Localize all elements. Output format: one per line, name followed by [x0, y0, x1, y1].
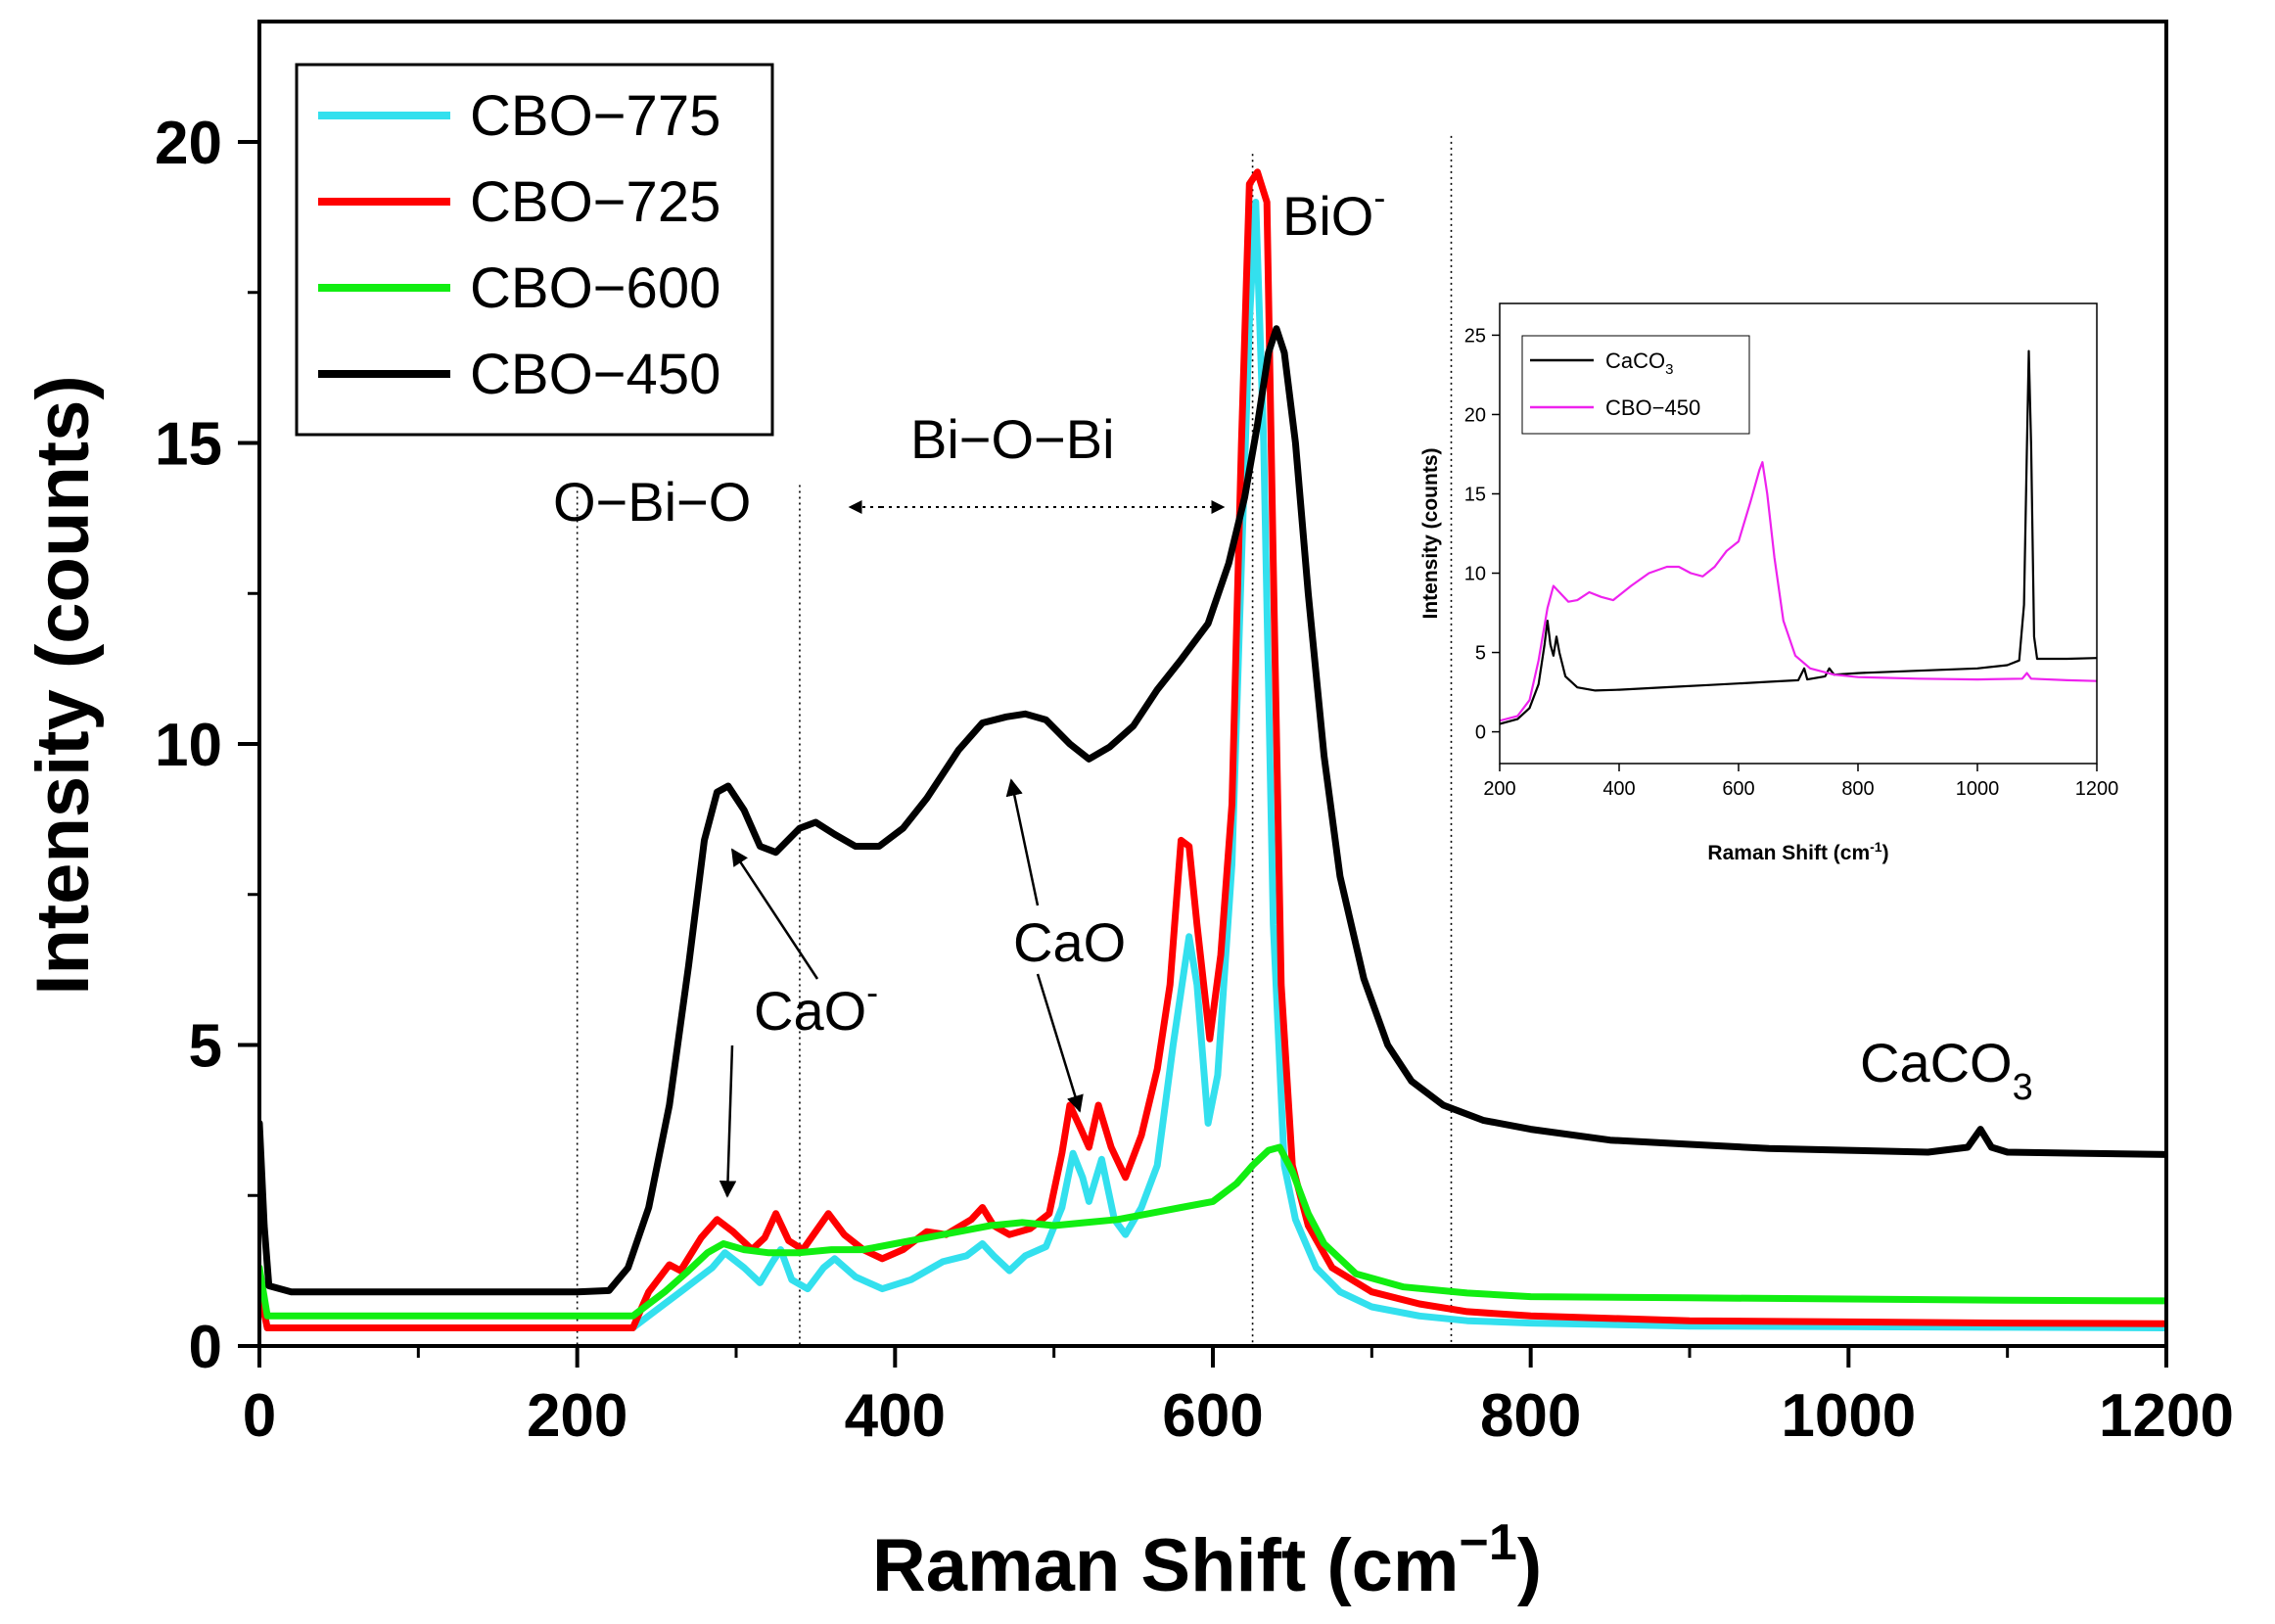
inset-x-tick-label: 800: [1841, 778, 1874, 800]
x-tick-label: 200: [527, 1382, 627, 1450]
arrow-cao-minus-up: [730, 848, 819, 980]
x-tick-label: 1200: [2099, 1382, 2234, 1450]
inset-y-tick-label: 25: [1464, 325, 1486, 347]
inset-y-tick-label: 10: [1464, 564, 1486, 585]
series-line-cbo-600: [259, 1143, 2166, 1320]
inset-ticks: 200 400 600 800 1000 1200 0 5 10 15 20 25: [1464, 325, 2119, 800]
inset-y-axis-title: Intensity (counts): [1419, 447, 1442, 619]
inset-x-tick-label: 1000: [1956, 778, 2000, 800]
y-tick-label: 5: [189, 1013, 222, 1081]
arrow-cao-minus-down: [719, 1044, 737, 1198]
x-tick-label: 1000: [1781, 1382, 1916, 1450]
annotation-caco3: CaCO3: [1860, 1032, 2033, 1108]
annotation-bi-o-bi: Bi−O−Bi: [910, 408, 1115, 470]
legend-label-cbo-775: CBO−775: [470, 84, 720, 148]
y-tick-label: 15: [155, 411, 222, 479]
inset-plot-frame: [1499, 302, 2098, 765]
main-x-axis-title: Raman Shift (cm−1): [872, 1514, 1542, 1607]
inset-series-group: [1500, 349, 2097, 725]
series-line-cbo-450: [259, 325, 2166, 1296]
inset-x-tick-label: 600: [1722, 778, 1754, 800]
inset-x-tick-label: 400: [1602, 778, 1635, 800]
inset-series-line-cbo-450: [1500, 461, 2097, 722]
inset-x-axis-title: Raman Shift (cm-1): [1707, 839, 1888, 864]
legend-label-cbo-725: CBO−725: [470, 170, 720, 234]
inset-y-tick-label: 20: [1464, 404, 1486, 426]
legend-label-cbo-450: CBO−450: [470, 343, 720, 406]
inset-chart: 200 400 600 800 1000 1200 0 5 10 15 20 25 Raman Shi…: [1419, 302, 2119, 864]
main-y-axis-title: Intensity (counts): [22, 375, 105, 995]
x-tick-label: 800: [1480, 1382, 1581, 1450]
series-line-cbo-775: [259, 199, 2166, 1331]
main-legend-items: CBO−775 CBO−725 CBO−600 CBO−450: [318, 84, 720, 406]
main-annotations: O−Bi−O Bi−O−Bi BiO- CaO- CaO CaCO3: [553, 177, 2033, 1198]
inset-legend-box: [1521, 335, 1750, 435]
x-tick-label: 600: [1162, 1382, 1263, 1450]
inset-x-tick-label: 1200: [2075, 778, 2119, 800]
inset-y-tick-label: 0: [1475, 722, 1486, 744]
annotation-cao: CaO: [1013, 911, 1126, 973]
annotation-o-bi-o: O−Bi−O: [553, 471, 751, 533]
x-tick-label: 400: [845, 1382, 946, 1450]
inset-x-tick-label: 200: [1483, 778, 1515, 800]
annotation-bio: BiO-: [1282, 177, 1385, 247]
y-tick-label: 0: [189, 1314, 222, 1381]
y-tick-label: 10: [155, 712, 222, 779]
main-series-group: [259, 168, 2166, 1331]
inset-series-line-caco: [1500, 349, 2097, 725]
x-tick-label: 0: [243, 1382, 276, 1450]
arrow-cao-up: [1005, 778, 1040, 906]
reference-lines: [576, 135, 1453, 1346]
inset-legend-label-cbo-450: CBO−450: [1605, 395, 1700, 420]
arrow-cao-down: [1036, 973, 1084, 1113]
main-legend: CBO−775 CBO−725 CBO−600 CBO−450: [295, 63, 774, 437]
series-line-cbo-725: [259, 168, 2166, 1331]
annotation-cao-minus: CaO-: [754, 972, 878, 1042]
inset-y-tick-label: 15: [1464, 484, 1486, 505]
legend-label-cbo-600: CBO−600: [470, 256, 720, 320]
y-tick-label: 20: [155, 110, 222, 177]
inset-y-tick-label: 5: [1475, 643, 1486, 665]
